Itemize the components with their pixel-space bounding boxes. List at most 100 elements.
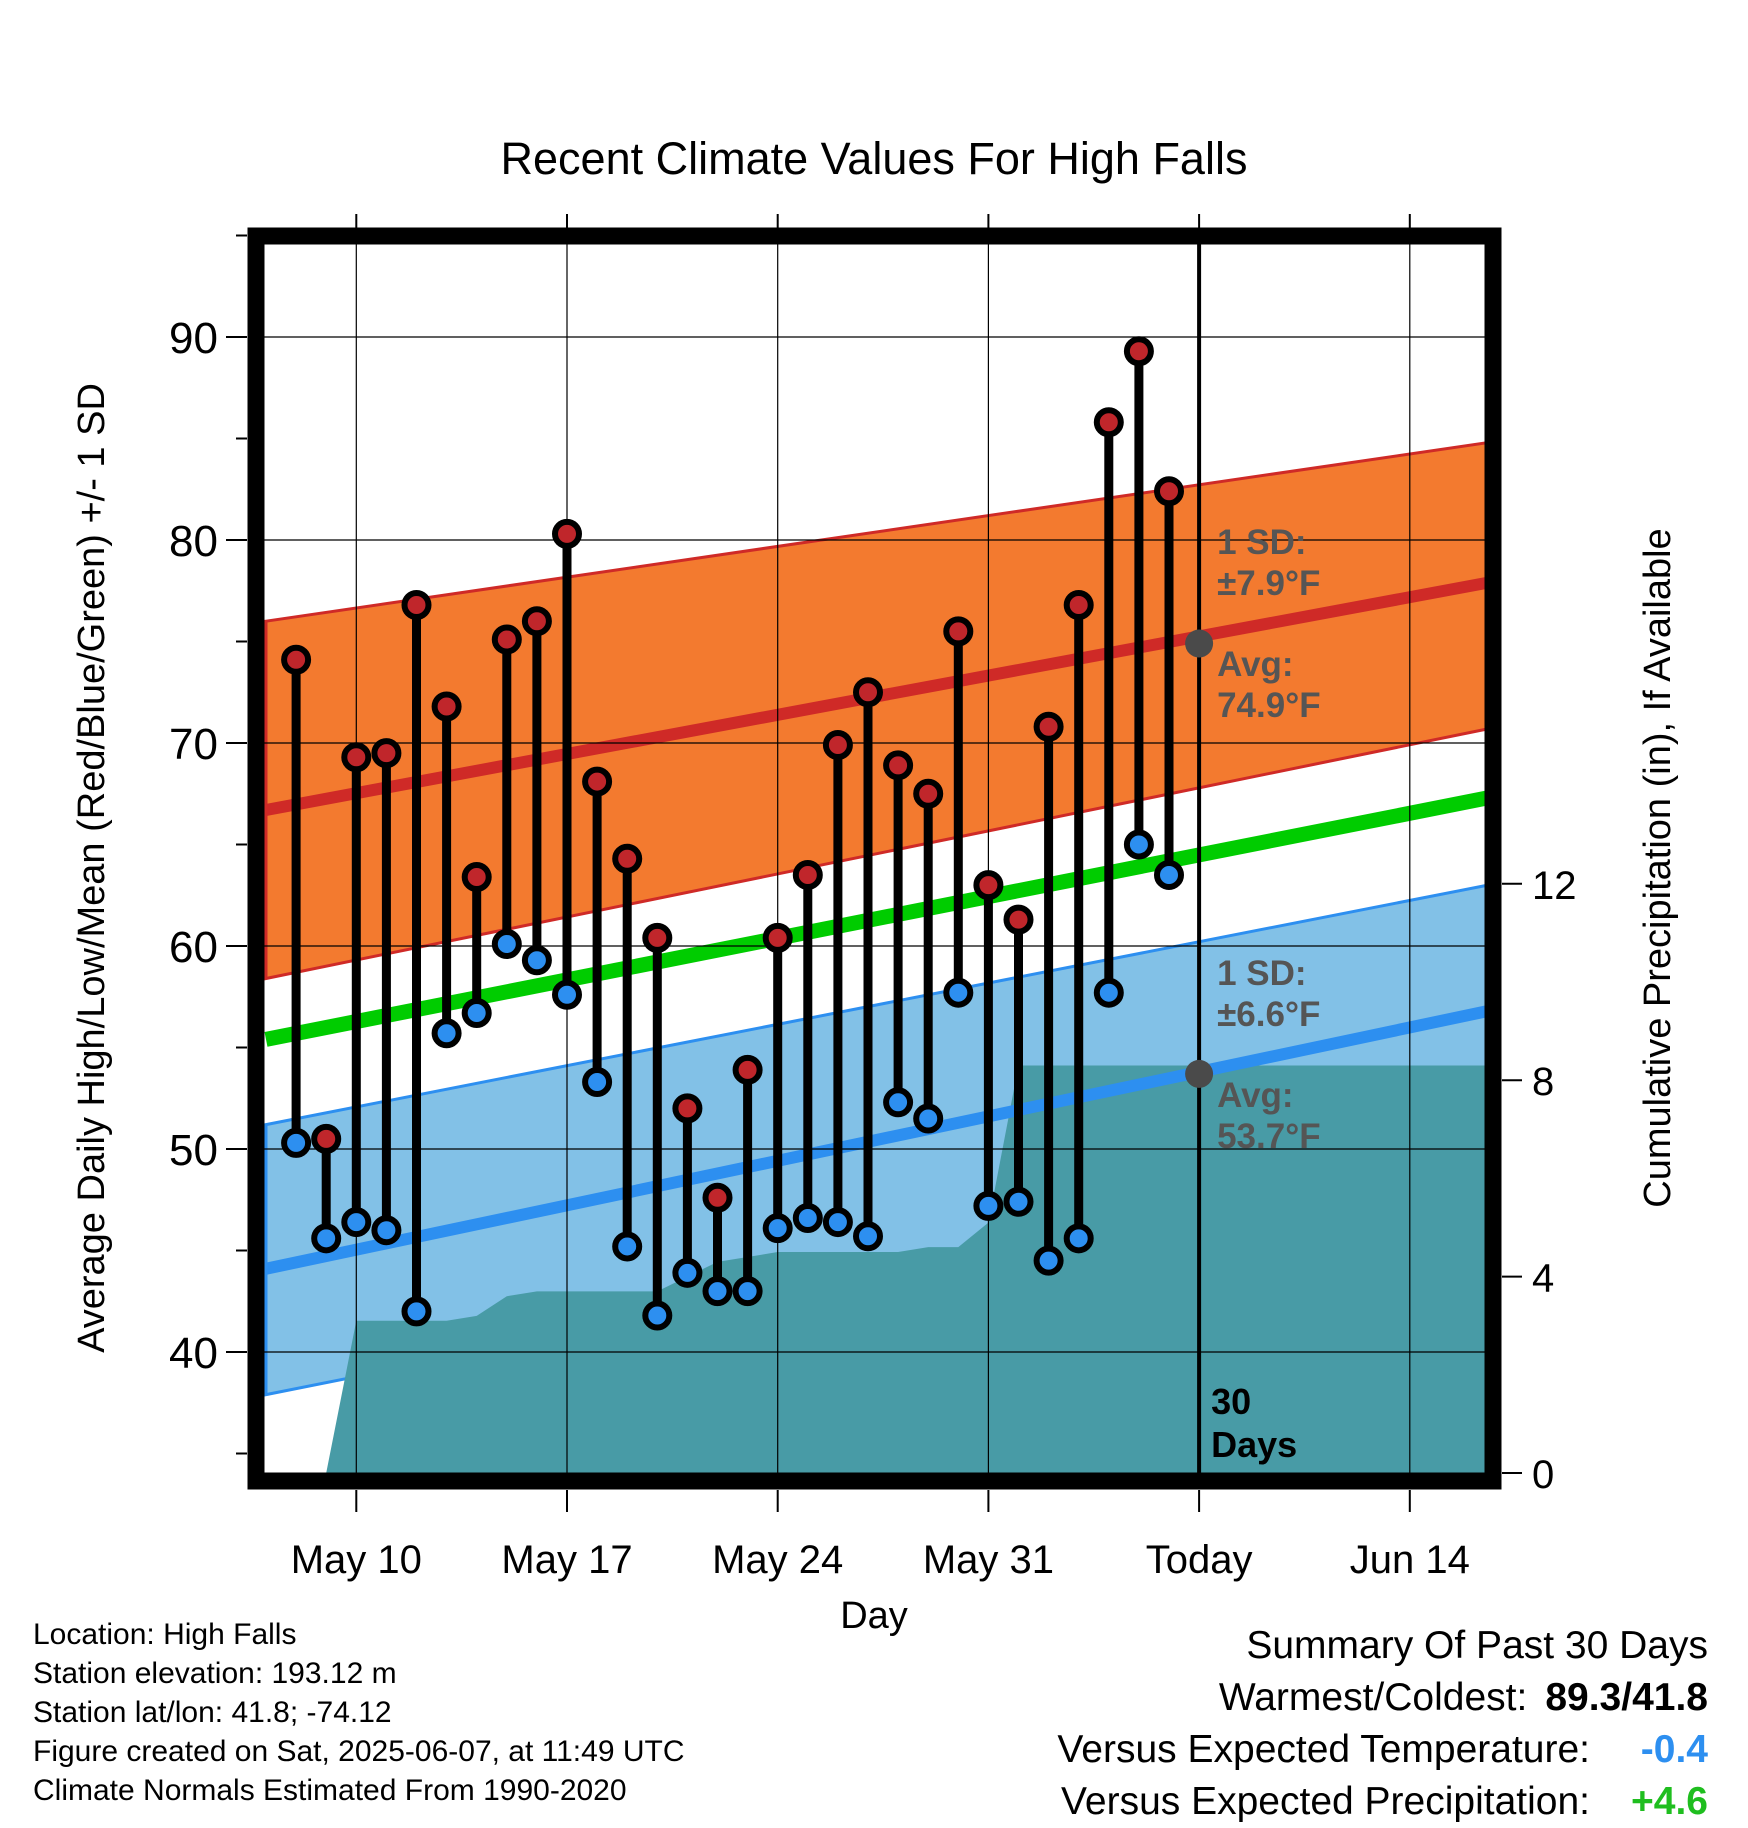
low-point: [431, 1018, 462, 1049]
low-point: [491, 928, 522, 959]
low-point: [642, 1300, 673, 1331]
summary-panel: Summary Of Past 30 Days Warmest/Coldest:…: [1057, 1620, 1708, 1828]
high-point: [943, 616, 974, 647]
today-label-number: 30: [1211, 1381, 1251, 1422]
low-sd-label: 1 SD:: [1217, 954, 1306, 993]
high-point: [883, 750, 914, 781]
precip-value: +4.6: [1631, 1780, 1708, 1823]
high-point: [672, 1093, 703, 1124]
low-point: [1033, 1245, 1064, 1276]
low-point: [943, 977, 974, 1008]
today-label-unit: Days: [1211, 1424, 1297, 1465]
info-latlon: Station lat/lon: 41.8; -74.12: [33, 1696, 392, 1729]
low-point: [582, 1067, 613, 1098]
high-point: [311, 1123, 342, 1154]
low-point: [612, 1231, 643, 1262]
low-point: [1003, 1186, 1034, 1217]
high-point: [552, 518, 582, 549]
info-elevation: Station elevation: 193.12 m: [33, 1657, 397, 1690]
low-point: [371, 1215, 402, 1246]
high-point: [1063, 589, 1094, 620]
high-point: [913, 778, 944, 809]
low-normal-line: [264, 1005, 1485, 1275]
high-avg-label: Avg:: [1217, 645, 1293, 684]
high-point: [401, 589, 432, 620]
high-point: [1093, 407, 1124, 438]
high-point: [491, 624, 522, 655]
low-point: [461, 997, 492, 1028]
low-point: [281, 1127, 312, 1158]
x-tick-label: May 10: [291, 1538, 422, 1582]
plot-frame: [247, 227, 1502, 1490]
x-tick-label: May 24: [712, 1538, 843, 1582]
low-sd-value: ±6.6°F: [1217, 995, 1320, 1034]
low-point: [1093, 977, 1124, 1008]
low-point: [883, 1087, 914, 1118]
station-info: Location: High Falls Station elevation: …: [33, 1615, 685, 1810]
y2-tick-label: 0: [1532, 1453, 1554, 1497]
plot-area: [264, 244, 1485, 1473]
x-tick-label: May 31: [923, 1538, 1054, 1582]
high-point: [1033, 711, 1064, 742]
high-point: [1154, 476, 1184, 507]
summary-title: Summary Of Past 30 Days: [1246, 1624, 1708, 1667]
low-point: [672, 1257, 703, 1288]
high-point: [582, 766, 613, 797]
high-point: [341, 742, 372, 773]
low-avg-label: Avg:: [1217, 1076, 1293, 1115]
high-point: [792, 859, 823, 890]
high-point: [702, 1182, 733, 1213]
y-tick-label: 40: [169, 1329, 218, 1378]
low-point: [732, 1276, 763, 1307]
mean-normal-line: [264, 790, 1485, 1047]
warm-cold-value: 89.3/41.8: [1545, 1676, 1708, 1719]
y2-tick-label: 12: [1532, 864, 1577, 908]
summary-temp: Versus Expected Temperature: -0.4: [1057, 1724, 1708, 1776]
y-tick-label: 60: [169, 923, 218, 972]
x-axis-label: Day: [840, 1595, 908, 1637]
info-created: Figure created on Sat, 2025-06-07, at 11…: [33, 1735, 685, 1768]
today-high-avg-dot: [1185, 629, 1214, 658]
x-tick-label: May 17: [501, 1538, 632, 1582]
today-low-avg-dot: [1185, 1059, 1214, 1088]
low-point: [762, 1213, 793, 1244]
precip-area: [264, 1065, 1485, 1473]
high-avg-value: 74.9°F: [1217, 686, 1321, 725]
high-point: [521, 606, 552, 637]
summary-precip: Versus Expected Precipitation: +4.6: [1057, 1776, 1708, 1828]
high-sd-value: ±7.9°F: [1217, 564, 1320, 603]
high-point: [461, 861, 492, 892]
y-tick-label: 90: [169, 314, 218, 363]
y-tick-label: 80: [169, 517, 218, 566]
warm-cold-label: Warmest/Coldest:: [1218, 1676, 1528, 1719]
y-tick-label: 70: [169, 720, 218, 769]
low-point: [792, 1203, 823, 1234]
high-point: [431, 691, 462, 722]
low-point: [973, 1190, 1004, 1221]
low-point: [552, 979, 582, 1010]
low-point: [913, 1103, 944, 1134]
y2-axis-label: Cumulative Precipitation (in), If Availa…: [1637, 528, 1679, 1207]
x-tick-label: Jun 14: [1350, 1538, 1470, 1582]
low-point: [311, 1223, 342, 1254]
summary-warm-cold: Warmest/Coldest: 89.3/41.8: [1057, 1672, 1708, 1724]
high-point: [612, 843, 643, 874]
low-point: [1063, 1223, 1094, 1254]
low-point: [822, 1207, 853, 1238]
low-point: [853, 1221, 883, 1252]
low-avg-value: 53.7°F: [1217, 1117, 1321, 1156]
low-point: [341, 1207, 372, 1238]
low-point: [521, 945, 552, 976]
high-point: [281, 644, 312, 675]
temp-label: Versus Expected Temperature:: [1057, 1728, 1590, 1771]
y2-tick-label: 4: [1532, 1257, 1554, 1301]
y2-tick-label: 8: [1532, 1060, 1554, 1104]
high-point: [1003, 904, 1034, 935]
high-point: [732, 1054, 763, 1085]
y-axis-label: Average Daily High/Low/Mean (Red/Blue/Gr…: [71, 383, 113, 1353]
low-point: [1154, 859, 1184, 890]
high-point: [762, 922, 793, 953]
high-sd-label: 1 SD:: [1217, 523, 1306, 562]
precip-label: Versus Expected Precipitation:: [1061, 1780, 1590, 1823]
